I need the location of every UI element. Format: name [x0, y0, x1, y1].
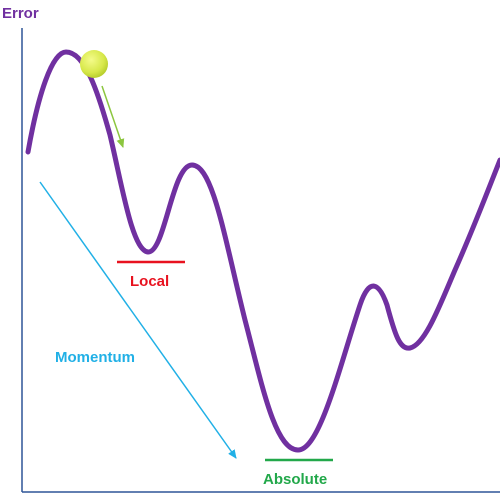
tennis-ball-icon [80, 50, 108, 78]
momentum-label: Momentum [55, 349, 135, 366]
local-label: Local [130, 273, 169, 290]
error-curve [25, 49, 500, 453]
momentum-arrow [39, 181, 237, 459]
ball-direction-arrow [101, 85, 125, 148]
absolute-label: Absolute [263, 471, 327, 488]
y-axis-label: Error [2, 5, 39, 22]
